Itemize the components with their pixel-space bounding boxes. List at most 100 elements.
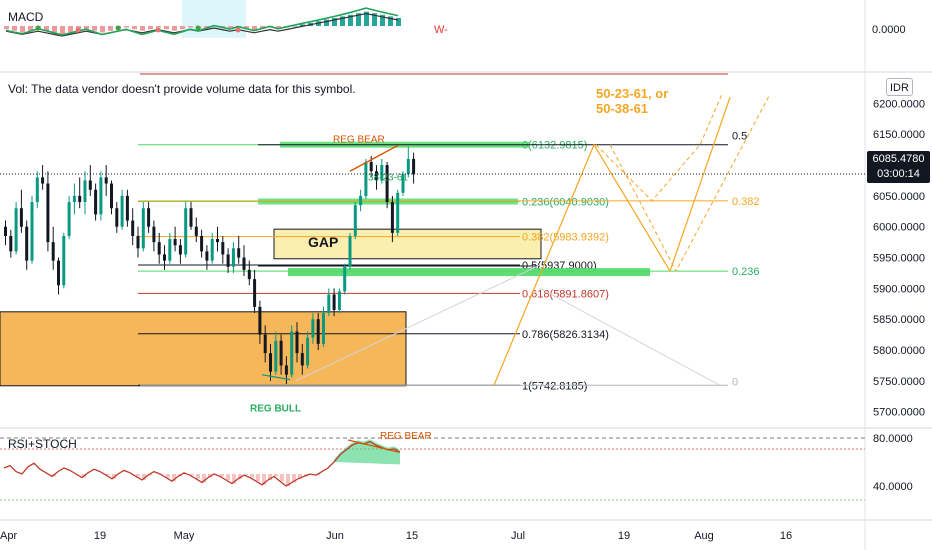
reg-bull-line (261, 374, 291, 381)
candle-body (231, 248, 235, 267)
macd-histogram-bar (20, 26, 25, 33)
price-axis-label: 5900.0000 (873, 283, 925, 295)
projection-level-label: 0.382 (732, 196, 760, 208)
price-axis-label: 6050.0000 (873, 191, 925, 203)
projection-level-label: 0 (732, 376, 738, 388)
candle-body (35, 177, 39, 203)
candle-body (200, 235, 204, 252)
candle-body (173, 239, 177, 246)
macd-histogram-bar (252, 26, 257, 31)
stoch-bar (226, 474, 230, 480)
macd-histogram-bar (364, 11, 369, 26)
time-axis-label: Aug (694, 530, 714, 542)
macd-histogram-bar (124, 26, 129, 28)
macd-histogram-bar (100, 26, 105, 33)
rsi-reg-bear-label: REG BEAR (380, 431, 432, 442)
macd-histogram-bar (180, 26, 185, 30)
volume-notice: Vol: The data vendor doesn't provide vol… (8, 82, 356, 96)
candle-body (274, 340, 278, 372)
candle-body (163, 254, 166, 261)
stoch-bar (166, 474, 170, 478)
fib-level-label: 0.786(5826.3134) (522, 329, 609, 341)
stoch-bar (142, 474, 146, 480)
stoch-bar (280, 474, 284, 482)
stoch-bar (190, 474, 194, 476)
candle-body (337, 291, 341, 310)
bar-countdown: 03:00:14 (877, 168, 920, 180)
macd-histogram-bar (44, 26, 49, 31)
candle-body (4, 226, 7, 236)
candle-body (115, 208, 119, 227)
stoch-bar (202, 474, 206, 483)
candle-body (332, 294, 336, 310)
candle-body (46, 183, 50, 243)
candle-body (258, 306, 262, 335)
macd-cross-dot (155, 27, 161, 33)
candle-body (359, 195, 363, 206)
macd-histogram-bar (188, 26, 193, 28)
candle-body (184, 208, 188, 255)
macd-histogram-bar (244, 26, 249, 30)
candle-body (99, 177, 103, 215)
macd-histogram-bar (68, 26, 73, 33)
candle-body (83, 180, 87, 203)
macd-histogram-bar (28, 26, 33, 31)
candle-body (19, 208, 23, 227)
candle-body (327, 294, 331, 314)
candle-body (110, 183, 113, 209)
price-axis-label: 6000.0000 (873, 222, 925, 234)
reg-bear-top-label: REG BEAR (333, 134, 385, 145)
time-axis-label: Apr (0, 530, 17, 542)
candle-body (364, 161, 368, 196)
fib-level-label: 1(5742.8185) (522, 380, 587, 392)
time-axis-label: 15 (406, 530, 418, 542)
candle-body (30, 202, 34, 261)
stoch-bar (220, 474, 224, 477)
macd-warn-label: W- (434, 24, 448, 36)
candle-body (51, 242, 55, 261)
stoch-bar (172, 474, 176, 482)
fib-level-label: 0.236(6040.9030) (522, 196, 609, 208)
candle-body (88, 180, 92, 190)
macd-histogram-bar (132, 26, 137, 30)
reg-bull-label: REG BULL (250, 404, 301, 415)
candle-body (194, 226, 198, 236)
macd-histogram-bar (164, 26, 169, 30)
candle-body (412, 158, 416, 175)
macd-histogram-bar (12, 26, 17, 31)
macd-histogram-bar (172, 26, 177, 31)
candle-body (94, 189, 98, 215)
price-axis-label: 5750.0000 (873, 376, 925, 388)
candle-body (78, 195, 82, 203)
macd-cross-dot (75, 27, 81, 33)
candle-body (41, 177, 45, 184)
candle-body (253, 279, 257, 307)
stoch-bar (268, 474, 272, 480)
candle-body (375, 171, 378, 181)
stoch-fill (334, 439, 400, 465)
candle-body (157, 242, 161, 255)
fib-0236-proj-highlight (288, 268, 650, 277)
rsi-scale-label: 40.0000 (873, 481, 913, 493)
gap-zone (273, 228, 542, 260)
rsi-title: RSI+STOCH (8, 437, 77, 451)
stoch-bar (238, 474, 242, 479)
candle-body (14, 208, 18, 252)
currency-badge[interactable]: IDR (886, 78, 913, 96)
stoch-bar (244, 474, 248, 476)
candle-body (125, 195, 129, 221)
macd-histogram-bar (340, 16, 345, 26)
candle-body (168, 239, 172, 261)
reg-bear-line (349, 144, 399, 172)
candle-body (152, 226, 156, 243)
candle-body (72, 195, 76, 203)
macd-histogram-bar (108, 26, 113, 31)
trend-guide-1 (295, 264, 541, 382)
current-price-tag: 6085.4780 03:00:14 (867, 151, 930, 183)
stoch-bar (136, 474, 140, 477)
macd-histogram-bar (52, 26, 57, 33)
candle-body (322, 313, 325, 344)
macd-histogram-bar (396, 18, 401, 26)
macd-histogram-bar (324, 19, 329, 26)
